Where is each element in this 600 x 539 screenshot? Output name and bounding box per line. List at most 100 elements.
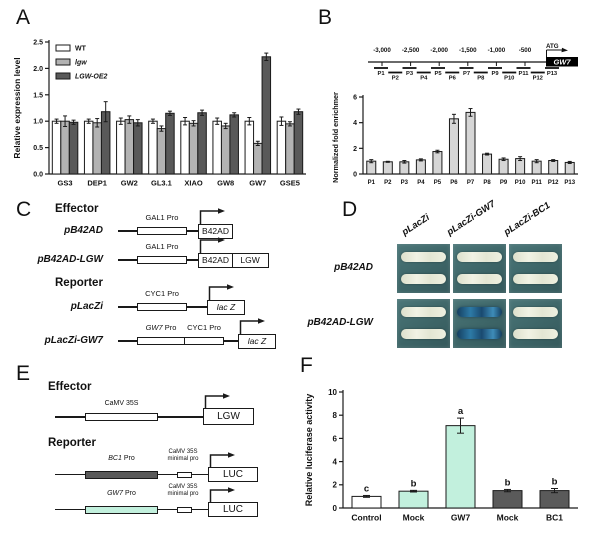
position-label: -2,500 (402, 47, 420, 54)
fragment-label: P3 (406, 71, 414, 77)
gene-box-b42ad: B42AD (198, 223, 233, 239)
effector-heading: Effector (55, 203, 99, 215)
panel-a-label: A (16, 6, 31, 29)
yeast-streak-white (513, 252, 558, 262)
panel-b-label: B (318, 6, 333, 29)
y-tick-label: 1.5 (33, 92, 43, 99)
promoter-fragment-map: -3,000 -2,500 -2,000 -1,500 -1,000 -500 ATG GW7… (368, 43, 578, 82)
x-category-label: Mock (497, 513, 519, 523)
minimal-promoter-box (177, 507, 192, 513)
minimal-promoter-label: CaMV 35S minimal pro (160, 449, 206, 463)
promoter-label-rest: Pro (162, 323, 177, 332)
y-tick-label: 10 (328, 388, 337, 397)
legend-swatch (55, 44, 71, 52)
bar (253, 142, 263, 175)
gene-box-lacz: lac Z (238, 333, 276, 349)
yeast-streak-white (401, 274, 446, 284)
bar (465, 111, 476, 175)
y-tick-label: 2 (333, 481, 338, 490)
legend-swatch (55, 58, 71, 66)
promoter-label: GW7 Pro (85, 490, 158, 498)
bar (229, 114, 239, 175)
bar (156, 128, 167, 175)
x-category-label: P10 (515, 180, 526, 186)
fragment-label: P8 (477, 76, 485, 82)
significance-letter: c (364, 483, 369, 494)
transcription-arrow-icon (209, 452, 235, 468)
bar (165, 112, 175, 175)
construct-name-pB42AD-LGW: pB42AD-LGW (37, 254, 103, 265)
x-category-label: BC1 (546, 513, 563, 523)
atg-label: ATG (546, 43, 559, 50)
promoter-box-camv35s (85, 413, 158, 421)
bar (220, 125, 231, 175)
effector-heading: Effector (48, 381, 92, 393)
significance-letter: b (411, 478, 417, 489)
minimal-promoter-line1: CaMV 35S (168, 484, 198, 490)
yeast-plate (397, 244, 450, 293)
x-category-label: P13 (564, 180, 575, 186)
fragment-label: P4 (420, 76, 428, 82)
fragment-label: P1 (377, 71, 385, 77)
significance-letter: b (552, 477, 558, 488)
fragment-label: P13 (547, 71, 558, 77)
yeast-streak-white (513, 307, 558, 317)
bar (276, 120, 287, 175)
panel-f-label: F (300, 354, 313, 377)
significance-letter: a (458, 406, 464, 417)
x-category-label: P8 (483, 180, 491, 186)
fragment-label: P11 (519, 71, 530, 77)
x-category-label: DEP1 (87, 179, 107, 188)
x-category-label: P9 (500, 180, 508, 186)
gene-box-lacz: lac Z (207, 299, 245, 315)
bar (293, 111, 304, 175)
x-category-label: Mock (403, 513, 425, 523)
minimal-promoter-line2: minimal pro (167, 491, 199, 497)
y-axis-label: Relative expression level (12, 57, 22, 158)
x-category-label: GS3 (58, 179, 73, 188)
bar (398, 490, 429, 509)
y-tick-label: 2.0 (33, 66, 43, 73)
bar (548, 160, 559, 175)
position-label: -2,000 (430, 47, 448, 54)
promoter-label-rest: Pro (121, 455, 135, 462)
reporter-heading: Reporter (55, 277, 103, 289)
plate-row-label: pB42AD-LGW (307, 317, 373, 328)
significance-letter: b (505, 477, 511, 488)
bar (539, 490, 570, 509)
bar (116, 120, 126, 175)
y-axis-label: Normalized fold enrichment (331, 92, 340, 183)
panel-e-label: E (16, 362, 31, 385)
promoter-box-bc1 (85, 471, 158, 479)
promoter-box-cyc1 (183, 337, 224, 345)
position-label: -500 (519, 47, 532, 54)
yeast-streak-white (401, 252, 446, 262)
gene-box (546, 57, 578, 67)
y-tick-label: 0 (333, 504, 338, 513)
plate-column-label: pLacZi (400, 212, 432, 238)
bar (382, 161, 393, 175)
gene-box-label: GW7 (553, 58, 571, 67)
yeast-plate (509, 299, 562, 348)
x-category-label: P11 (531, 180, 542, 186)
yeast-streak-blue (457, 307, 502, 317)
luciferase-bar-chart: 0 2 4 6 8 10 Relative luciferase activity c Cont… (304, 388, 578, 523)
promoter-box-cyc1 (137, 303, 187, 311)
bar (415, 159, 426, 175)
bar (68, 121, 79, 175)
x-category-label: P1 (368, 180, 376, 186)
x-category-label: GW2 (121, 179, 138, 188)
construct-name-pLacZi: pLacZi (70, 301, 103, 312)
bar (133, 122, 143, 175)
promoter-gene-name: BC1 (108, 455, 122, 462)
promoter-label: BC1 Pro (85, 455, 158, 463)
bar (432, 151, 443, 175)
bar (261, 56, 272, 175)
yeast-streak-white (457, 274, 502, 284)
transcription-arrow-icon (239, 318, 265, 334)
bar (188, 122, 199, 175)
plate-row-label: pB42AD (334, 262, 373, 273)
promoter-label: CYC1 Pro (187, 323, 221, 332)
bar (212, 120, 222, 175)
yeast-streak-white (401, 329, 446, 339)
